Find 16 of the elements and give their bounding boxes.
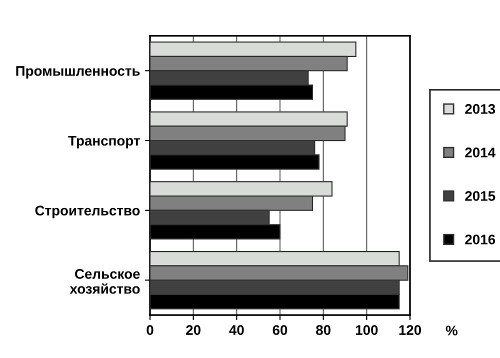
- x-axis-title: %: [446, 326, 458, 336]
- y-tick-label: Сельское хозяйство: [70, 268, 140, 294]
- y-tick-label: Строительство: [35, 206, 140, 218]
- legend-label: 2015: [465, 191, 496, 201]
- x-tick-label: 60: [272, 325, 288, 335]
- legend-label: 2014: [465, 148, 496, 158]
- x-tick-label: 100: [356, 325, 378, 335]
- x-tick-label: 80: [316, 325, 330, 335]
- x-tick-label: 0: [146, 325, 154, 335]
- x-tick-label: 20: [186, 325, 200, 335]
- y-tick-label: Транспорт: [68, 136, 140, 148]
- x-tick-label: 40: [229, 325, 244, 335]
- legend-label: 2016: [465, 234, 496, 244]
- legend-label: 2013: [465, 104, 496, 114]
- y-tick-label: Промышленность: [16, 66, 140, 79]
- x-tick-label: 120: [399, 325, 422, 335]
